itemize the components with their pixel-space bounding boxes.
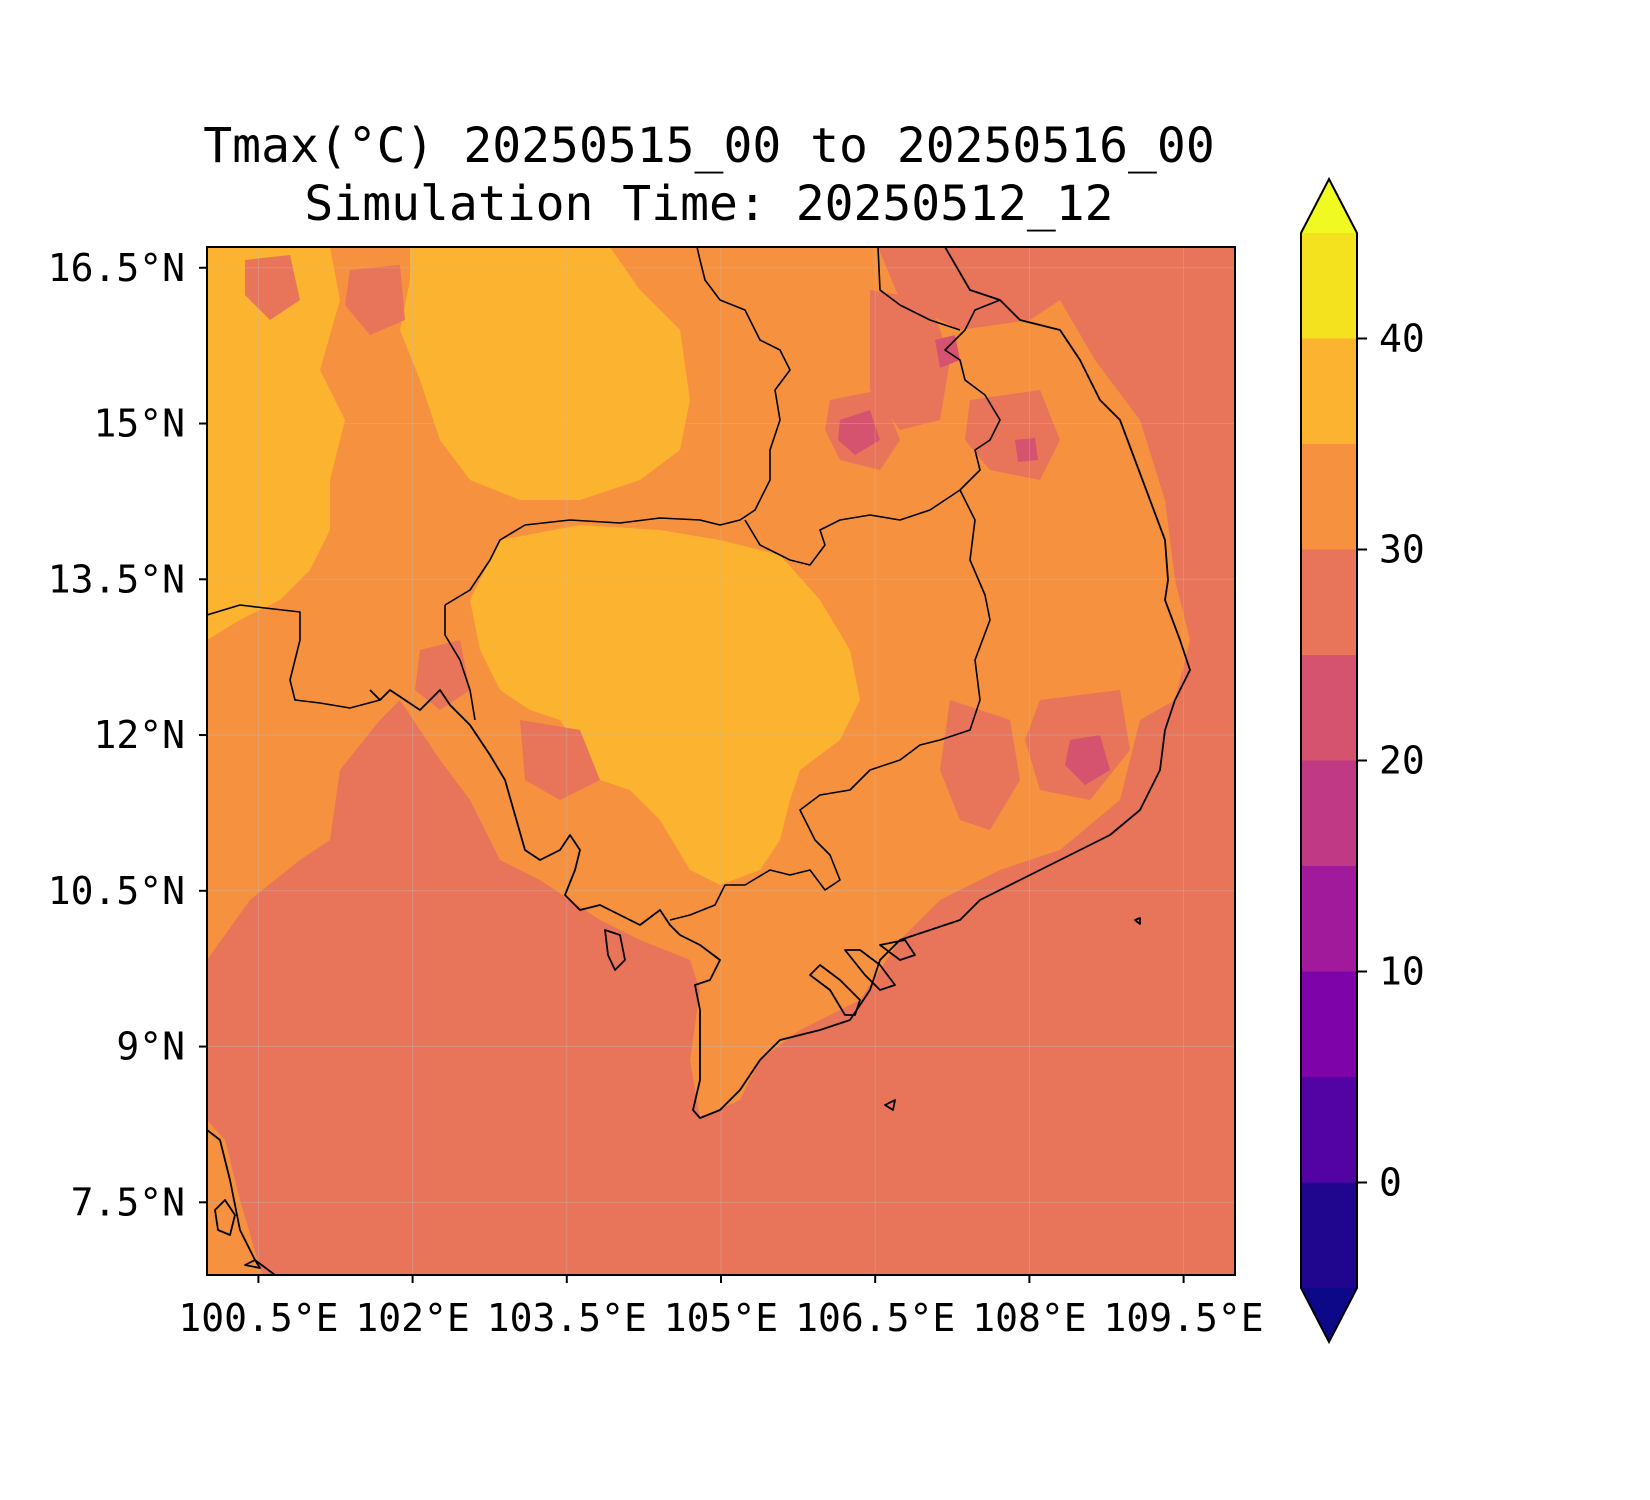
y-tick-label: 10.5°N: [48, 869, 185, 913]
field-band-25-30: [415, 640, 470, 710]
colorbar-band: [1301, 760, 1357, 866]
coastline-mekong-delta: [879, 939, 916, 961]
coastline-gulf-west: [207, 1129, 276, 1275]
border-cambodia-vietnam-south: [669, 489, 991, 921]
colorbar-tick-label: 40: [1379, 317, 1425, 361]
colorbar-band: [1301, 338, 1357, 444]
coastline-island: [1134, 917, 1141, 925]
map-subtitle: Simulation Time: 20250512_12: [304, 176, 1114, 232]
border-cambodia-north: [444, 247, 791, 606]
colorbar-extend-min: [1301, 1288, 1357, 1342]
border-thailand-cambodia-west: [444, 605, 476, 721]
field-band-35-40: [207, 247, 345, 640]
y-tick-label: 16.5°N: [48, 246, 185, 290]
colorbar: 0 10 20 30 40: [1300, 176, 1425, 1345]
y-tick-label: 15°N: [93, 402, 185, 446]
colorbar-band: [1301, 549, 1357, 655]
x-tick-label: 109.5°E: [1104, 1296, 1264, 1340]
colorbar-band: [1301, 866, 1357, 972]
colorbar-band: [1301, 1077, 1357, 1183]
field-band-30-35: [207, 1120, 262, 1275]
colorbar-tick-label: 10: [1379, 950, 1425, 994]
y-tick-label: 12°N: [93, 713, 185, 757]
colorbar-band: [1301, 444, 1357, 550]
colorbar-band: [1301, 971, 1357, 1077]
field-band-25-30: [520, 720, 600, 800]
y-tick-label: 9°N: [116, 1025, 185, 1069]
y-tick-label: 13.5°N: [48, 557, 185, 601]
colorbar-tick-label: 20: [1379, 739, 1425, 783]
x-tick-label: 102°E: [355, 1296, 469, 1340]
coastline-island: [214, 1199, 236, 1236]
colorbar-extend-max: [1301, 179, 1357, 233]
coastline-island: [884, 1099, 896, 1111]
field-band-25-30: [245, 255, 300, 320]
x-tick-label: 105°E: [664, 1296, 778, 1340]
border-cambodia-vietnam: [744, 299, 1001, 566]
field-band-20-25: [1015, 438, 1038, 462]
x-tick-label: 108°E: [972, 1296, 1086, 1340]
border-laos-vietnam: [877, 247, 961, 331]
coastline-mekong-delta: [809, 964, 861, 1016]
coastline-island: [244, 1259, 261, 1269]
map-title: Tmax(°C) 20250515_00 to 20250516_00: [203, 118, 1215, 174]
colorbar-outline: [1300, 176, 1358, 1345]
x-tick-label: 100.5°E: [178, 1296, 338, 1340]
border-thailand-cambodia-laos: [207, 604, 381, 709]
coastlines: [207, 247, 1191, 1275]
field-band-20-25: [838, 410, 880, 455]
field-band-20-25: [1065, 735, 1110, 785]
colorbar-band: [1301, 1182, 1357, 1288]
x-tick-label: 103.5°E: [487, 1296, 647, 1340]
y-tick-label: 7.5°N: [71, 1180, 185, 1224]
colorbar-tick-label: 30: [1379, 528, 1425, 572]
map-field: [207, 247, 1235, 1275]
coastline-mekong-delta: [844, 949, 896, 991]
colorbar-band: [1301, 233, 1357, 339]
x-tick-label: 106.5°E: [795, 1296, 955, 1340]
gridlines: [207, 247, 1235, 1275]
field-band-25-30: [870, 290, 950, 430]
coastline-phuquoc: [604, 929, 626, 971]
colorbar-band: [1301, 655, 1357, 761]
x-axis: 100.5°E 102°E 103.5°E 105°E 106.5°E 108°E 109.…: [178, 1275, 1264, 1340]
coastline-vietnam-east: [369, 247, 1191, 1119]
borders: [207, 247, 1001, 921]
field-band-25-30: [345, 265, 405, 335]
field-band-35-40: [470, 525, 860, 885]
y-axis: 16.5°N 15°N 13.5°N 12°N 10.5°N 9°N 7.5°N: [48, 246, 207, 1224]
colorbar-tick-label: 0: [1379, 1161, 1402, 1205]
field-band-35-40: [400, 247, 690, 500]
